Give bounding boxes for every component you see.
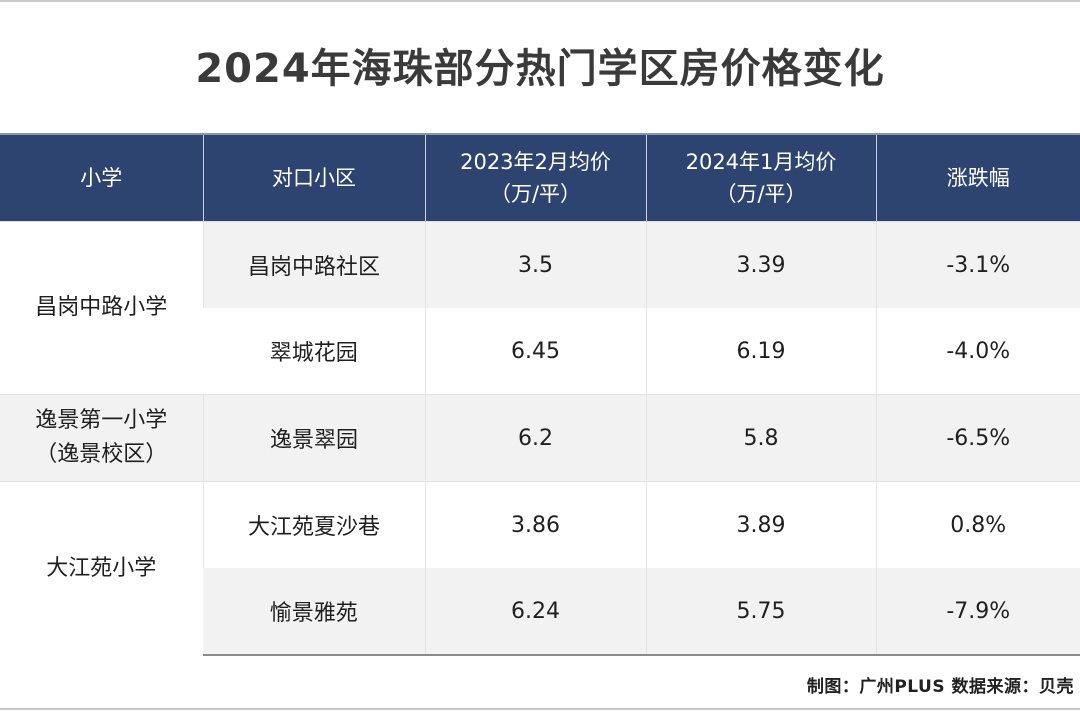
price-2024-cell: 5.8 — [645, 394, 876, 482]
header-row: 小学 对口小区 2023年2月均价 （万/平） 2024年1月均价 （万/平） … — [0, 133, 1080, 222]
school-cell: 昌岗中路小学 — [0, 221, 203, 395]
community-cell: 愉景雅苑 — [203, 568, 425, 656]
chart-title: 2024年海珠部分热门学区房价格变化 — [195, 46, 885, 92]
school-name: 逸景第一小学 — [35, 408, 168, 433]
price-2023-cell: 3.5 — [424, 221, 646, 308]
header-price-2024-label: 2024年1月均价 — [685, 150, 837, 174]
price-2023-cell: 6.24 — [424, 568, 646, 656]
table-row: 大江苑小学 大江苑夏沙巷 3.86 3.89 0.8% — [0, 481, 1080, 655]
header-school: 小学 — [0, 133, 203, 222]
table-row: 愉景雅苑 6.24 5.75 -7.9% — [0, 568, 1080, 656]
source-credit: 制图：广州PLUS 数据来源：贝壳 — [806, 677, 1074, 697]
header-price-2024: 2024年1月均价 （万/平） — [645, 133, 876, 222]
community-cell: 翠城花园 — [203, 308, 425, 395]
change-cell: -4.0% — [875, 308, 1080, 395]
change-cell: -6.5% — [875, 394, 1080, 482]
community-cell: 逸景翠园 — [202, 394, 425, 482]
price-2024-cell: 3.89 — [645, 481, 876, 568]
school-cell: 逸景第一小学 （逸景校区） — [0, 394, 203, 482]
header-price-2024-unit: （万/平） — [715, 182, 807, 206]
price-2023-cell: 6.45 — [424, 308, 646, 395]
community-cell: 大江苑夏沙巷 — [202, 481, 425, 568]
table-row: 昌岗中路小学 昌岗中路社区 3.5 3.39 -3.1% — [0, 221, 1080, 395]
change-cell: -7.9% — [875, 568, 1080, 656]
header-change: 涨跌幅 — [875, 133, 1080, 222]
school-name: 昌岗中路小学 — [35, 295, 168, 320]
table-row: 逸景第一小学 （逸景校区） 逸景翠园 6.2 5.8 -6.5% — [0, 394, 1080, 482]
school-campus: （逸景校区） — [35, 442, 168, 467]
header-price-2023: 2023年2月均价 （万/平） — [424, 133, 646, 222]
price-table: 小学 对口小区 2023年2月均价 （万/平） 2024年1月均价 （万/平） … — [0, 133, 1080, 656]
header-community: 对口小区 — [202, 133, 425, 222]
price-2024-cell: 3.39 — [645, 221, 876, 308]
price-2024-cell: 6.19 — [645, 308, 876, 395]
school-cell: 大江苑小学 — [0, 481, 203, 655]
price-2023-cell: 3.86 — [424, 481, 646, 568]
top-rule — [0, 0, 1080, 2]
header-price-2023-unit: （万/平） — [489, 182, 582, 206]
school-name: 大江苑小学 — [46, 555, 157, 581]
bottom-rule — [0, 708, 1080, 710]
header-price-2023-label: 2023年2月均价 — [460, 150, 611, 174]
price-2024-cell: 5.75 — [645, 568, 876, 656]
change-cell: -3.1% — [875, 221, 1080, 308]
price-2023-cell: 6.2 — [424, 394, 646, 482]
table-row: 翠城花园 6.45 6.19 -4.0% — [0, 308, 1080, 395]
change-cell: 0.8% — [875, 481, 1080, 568]
community-cell: 昌岗中路社区 — [202, 221, 425, 308]
